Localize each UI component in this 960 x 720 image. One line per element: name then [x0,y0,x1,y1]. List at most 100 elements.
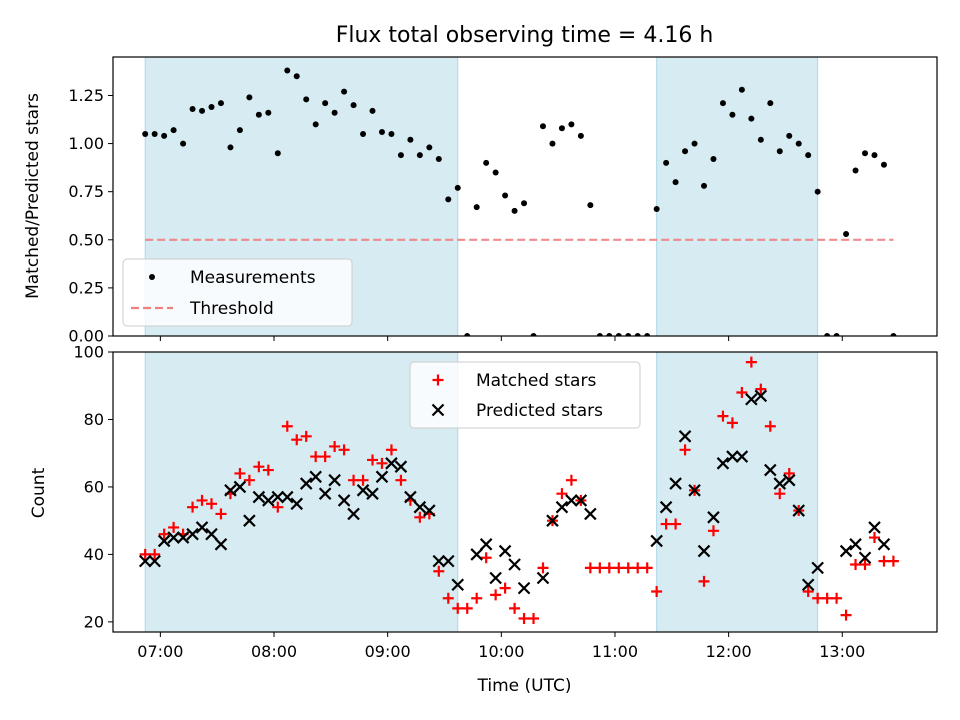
data-point [745,356,757,368]
data-point [518,613,530,625]
data-point [309,470,322,484]
data-point [615,333,622,336]
data-point [774,488,786,500]
data-point [717,410,729,422]
data-point [811,561,824,575]
bottom-plot-area [138,352,899,632]
data-point [565,494,578,507]
data-point [528,613,540,625]
bottom-y-tick-label: 40 [84,545,104,564]
data-point [716,457,730,470]
legend-box [122,258,353,327]
top-y-tick-label: 0.25 [68,278,104,297]
data-point [499,582,511,594]
data-point [138,554,152,568]
data-point [148,554,161,568]
data-point [584,507,597,521]
data-point [773,477,787,490]
data-point [461,602,473,614]
data-point [812,592,824,604]
data-point [691,140,698,147]
data-point [660,518,672,530]
data-point [862,150,869,157]
data-point [719,100,726,107]
data-point [670,518,682,530]
data-point [395,474,407,486]
bottom-legend: Matched stars Predicted stars [409,361,641,429]
data-point [824,333,831,336]
data-point [490,589,502,601]
data-point [682,148,689,155]
data-point [407,136,414,143]
data-point [613,562,625,574]
data-point [433,565,445,577]
data-point [492,169,499,176]
data-point [432,554,446,568]
data-point [376,457,388,469]
bottom-y-tick-label: 80 [84,410,104,429]
data-point [802,586,814,598]
data-point [243,514,256,527]
data-point [584,562,596,574]
data-point [262,464,274,476]
data-point [736,386,748,398]
data-point [556,488,568,500]
data-point [471,592,483,604]
data-point [748,115,755,122]
bottom-y-axis-label: Count [29,467,49,518]
data-point [625,333,632,336]
data-point [858,551,872,565]
data-point [233,480,247,494]
data-point [555,500,569,514]
data-point [489,571,502,585]
data-point [764,420,776,432]
data-point [679,444,691,456]
data-point [397,152,404,159]
data-point [369,107,376,114]
data-point [454,184,461,191]
data-point [479,538,493,551]
data-point [356,484,370,497]
data-point [367,454,379,466]
data-point [442,554,455,568]
data-point [291,434,303,446]
data-point [435,155,442,162]
data-point [470,548,483,561]
data-point [322,100,329,107]
data-point [253,461,265,473]
data-point [698,575,710,587]
data-point [451,578,465,592]
data-point [839,544,853,558]
top-y-tick-label: 1.00 [68,134,104,153]
data-point [464,333,471,336]
data-point [814,188,821,195]
data-point [318,487,332,500]
data-point [868,532,880,544]
legend-marker-measurements [149,274,155,280]
data-point [176,531,190,544]
data-point [795,140,802,147]
data-point [849,538,862,551]
data-point [622,562,634,574]
data-point [577,132,584,139]
data-point [868,521,881,534]
data-point [735,450,749,463]
data-point [558,125,565,132]
data-point [271,490,285,504]
top-legend: Measurements Threshold [122,258,353,327]
data-point [508,558,521,571]
data-point [234,467,246,479]
data-point [236,127,243,134]
data-point [539,123,546,130]
data-point [413,500,427,514]
data-point [805,152,812,159]
data-point [158,528,170,540]
data-point [227,144,234,151]
data-point [663,159,670,166]
top-y-tick-label: 0.00 [68,327,104,346]
data-point [284,67,291,74]
top-y-axis-label: Matched/Predicted stars [23,93,43,299]
x-tick-label: 08:00 [251,642,297,661]
data-point [139,548,151,560]
data-point [452,602,464,614]
